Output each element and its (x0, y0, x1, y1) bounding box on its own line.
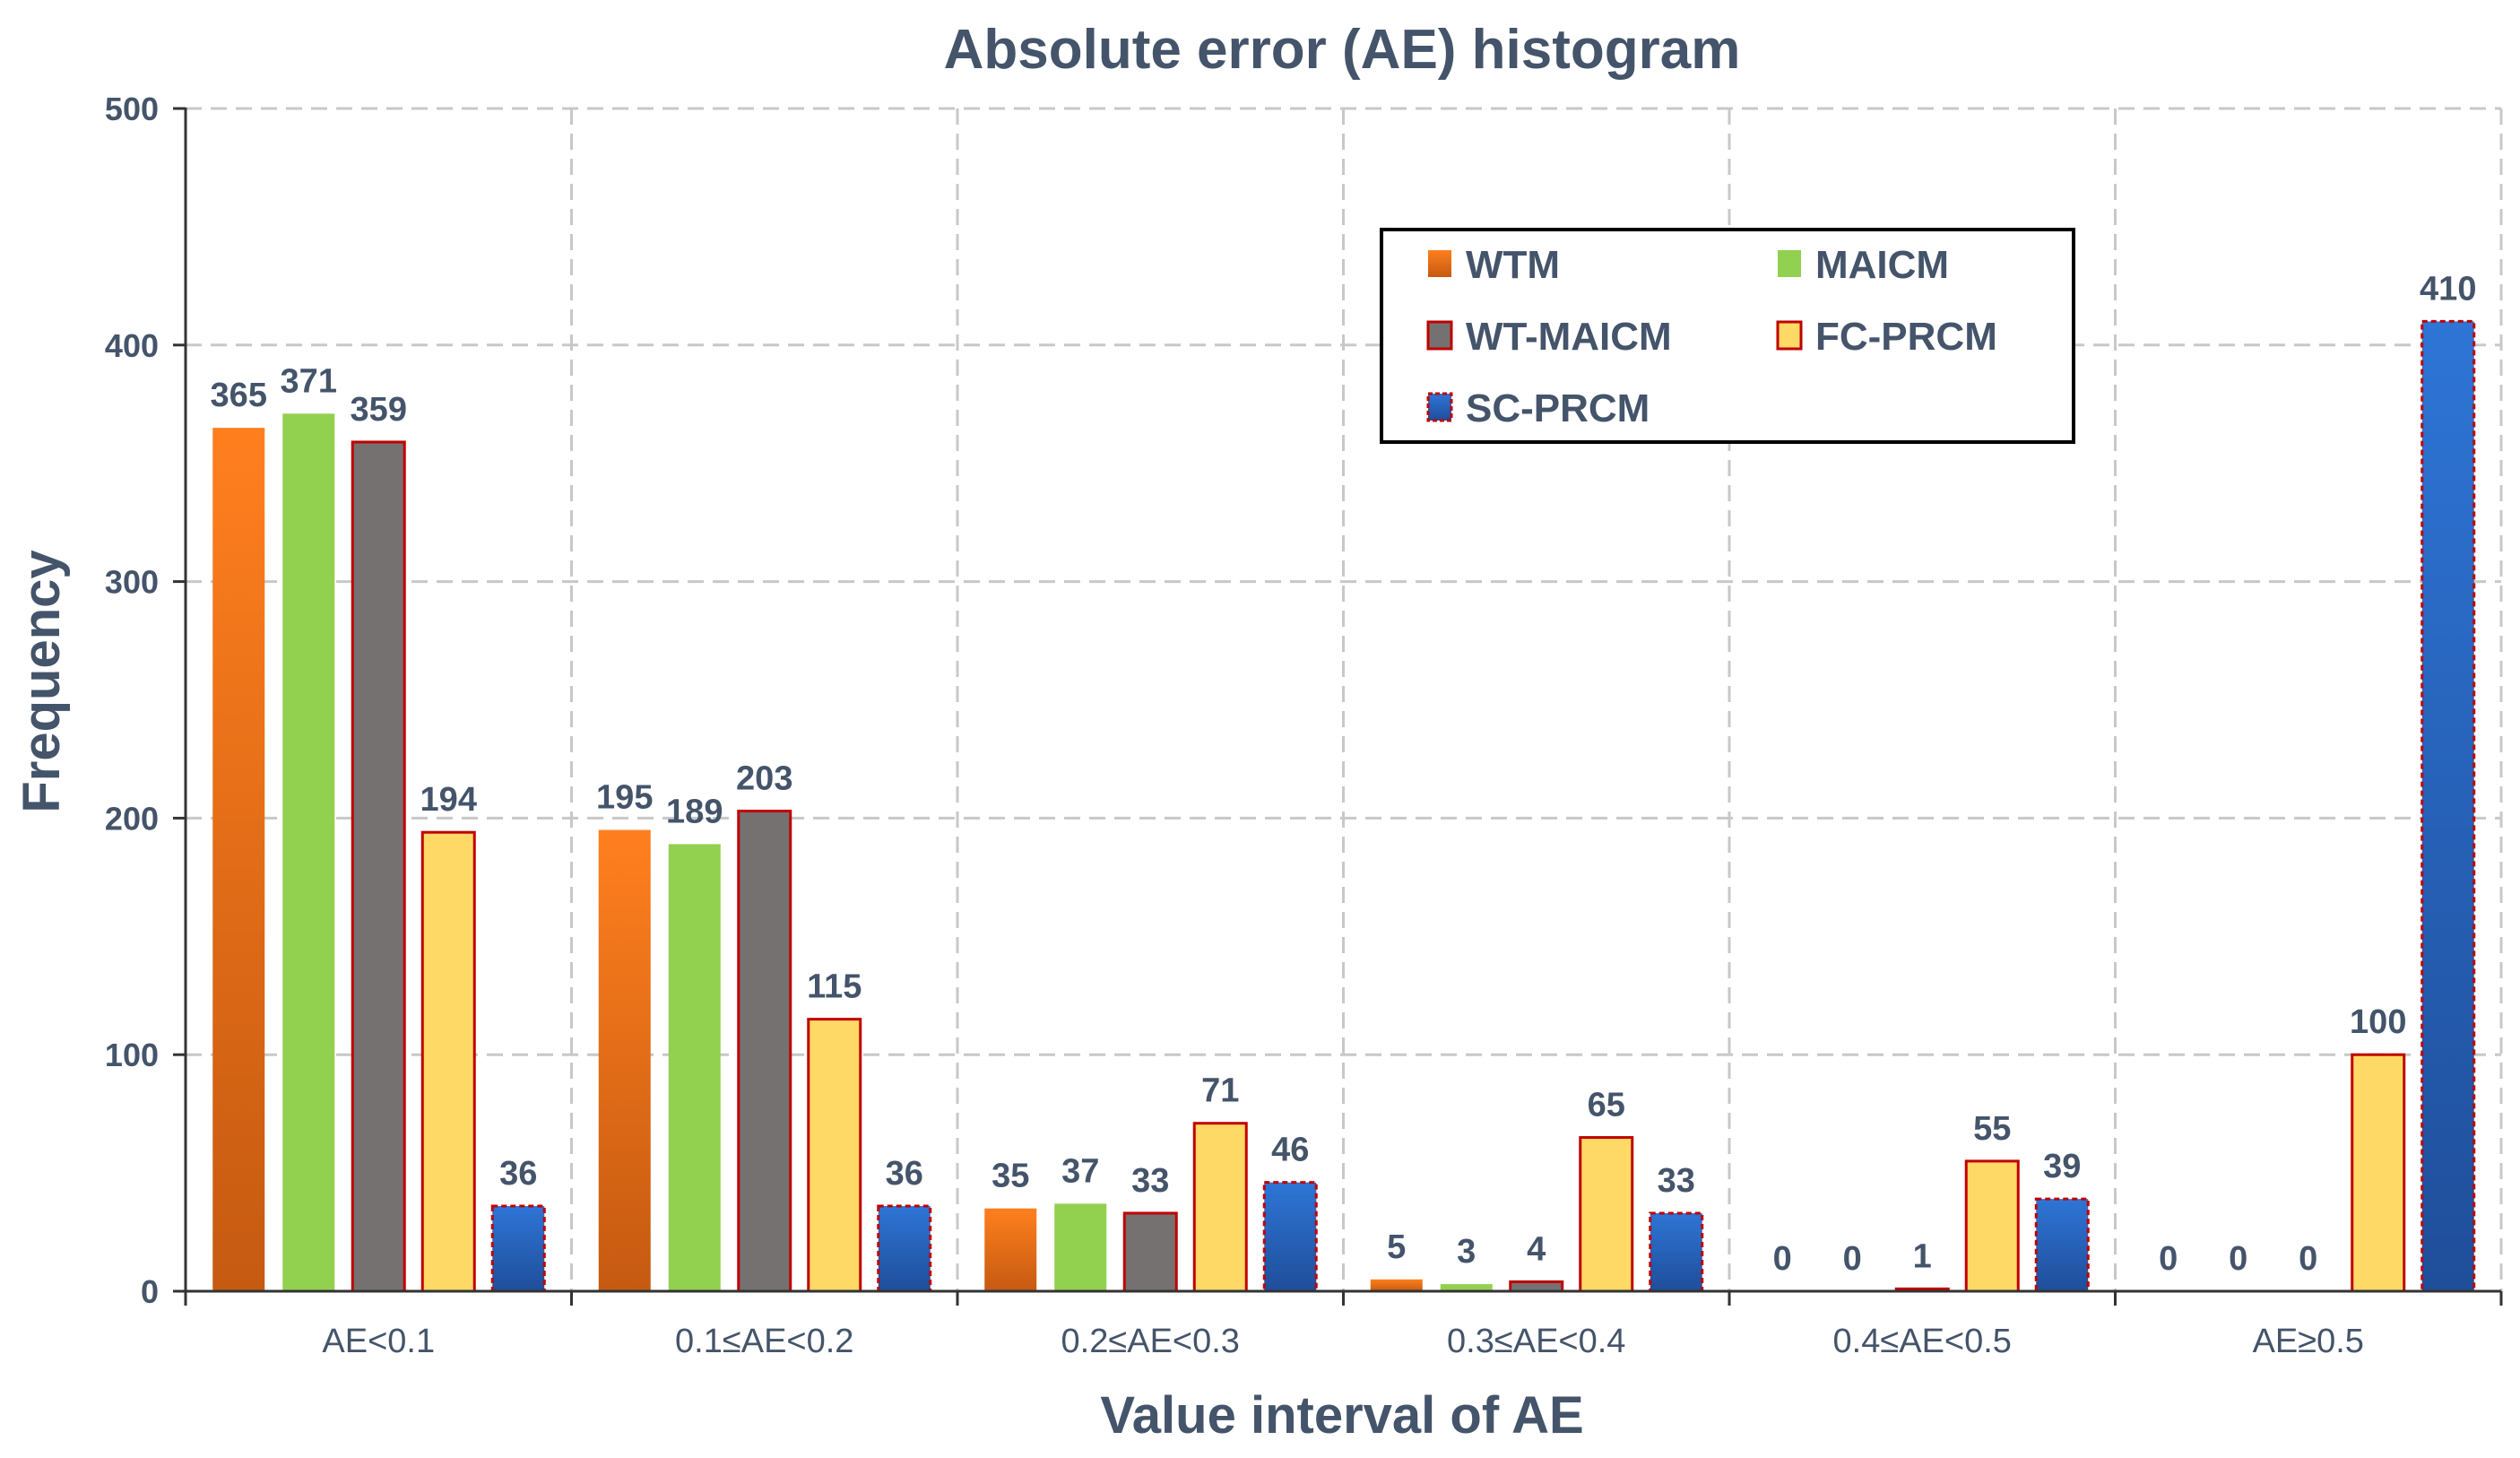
bar-fc-prcm-4 (1964, 1159, 2020, 1293)
data-label: 46 (1271, 1132, 1309, 1169)
legend-box (1380, 228, 2075, 444)
data-label: 365 (211, 377, 267, 414)
bars (212, 319, 2476, 1293)
gridlines (186, 107, 2503, 1291)
data-label: 55 (1973, 1110, 2011, 1148)
data-label: 0 (1843, 1240, 1862, 1278)
legend-label-maicm: MAICM (1815, 243, 1949, 287)
data-label: 71 (1201, 1072, 1239, 1110)
bar-fc-prcm-2 (1192, 1122, 1248, 1293)
y-tick-label: 200 (105, 800, 159, 837)
data-label: 359 (351, 391, 407, 429)
data-label: 115 (807, 968, 862, 1006)
bar-maicm-2 (1054, 1203, 1107, 1291)
legend-label-fc-prcm: FC-PRCM (1815, 315, 1997, 359)
data-label: 0 (2229, 1240, 2247, 1278)
data-label: 3 (1457, 1233, 1476, 1271)
legend-label-wt-maicm: WT-MAICM (1466, 315, 1672, 359)
y-tick-label: 400 (105, 327, 159, 364)
data-label: 0 (2299, 1240, 2317, 1278)
legend-swatch-wtm (1428, 250, 1451, 277)
data-label: 195 (596, 779, 653, 817)
bar-fc-prcm-5 (2351, 1053, 2406, 1293)
legend-label-sc-prcm: SC-PRCM (1466, 386, 1650, 430)
legend-swatch-fc-prcm (1776, 320, 1803, 351)
bar-wtm-3 (1370, 1279, 1423, 1291)
data-label: 100 (2350, 1003, 2406, 1041)
legend-swatch-sc-prcm (1426, 392, 1453, 422)
legend: WTM MAICM WT-MAICM FC-PRCM SC-PRCM (1380, 228, 2075, 444)
bar-maicm-1 (668, 844, 721, 1291)
data-label: 189 (666, 793, 723, 830)
bar-sc-prcm-0 (490, 1204, 546, 1293)
data-label: 35 (992, 1158, 1029, 1195)
legend-label-wtm: WTM (1466, 243, 1560, 287)
y-axis-label: Frequency (13, 550, 71, 812)
bar-sc-prcm-4 (2034, 1197, 2090, 1293)
data-label: 4 (1527, 1230, 1546, 1268)
bar-wtm-0 (212, 428, 265, 1291)
bar-fc-prcm-0 (420, 830, 476, 1293)
bar-sc-prcm-2 (1262, 1181, 1318, 1293)
x-tick-label: 0.3≤AE<0.4 (1447, 1323, 1625, 1360)
y-tick-label: 300 (105, 564, 159, 601)
bar-wt-maicm-1 (737, 809, 792, 1293)
chart-title: Absolute error (AE) histogram (944, 19, 1741, 81)
bar-sc-prcm-3 (1649, 1211, 1704, 1293)
bar-maicm-3 (1440, 1284, 1493, 1291)
data-label: 1 (1913, 1237, 1932, 1275)
bar-wtm-1 (598, 829, 651, 1291)
bar-wt-maicm-3 (1509, 1280, 1564, 1293)
data-label: 36 (886, 1155, 923, 1193)
x-tick-label: AE≥0.5 (2253, 1323, 2364, 1360)
legend-swatch-wt-maicm (1426, 320, 1453, 351)
data-label: 410 (2420, 270, 2476, 308)
bar-wt-maicm-2 (1122, 1211, 1178, 1293)
x-tick-label: 0.4≤AE<0.5 (1833, 1323, 2012, 1360)
data-label: 203 (736, 759, 792, 797)
data-label: 33 (1658, 1162, 1695, 1200)
legend-swatch-maicm (1778, 250, 1801, 277)
bar-wt-maicm-0 (351, 440, 406, 1293)
data-label: 39 (2043, 1148, 2081, 1185)
data-label: 371 (281, 362, 337, 400)
bar-sc-prcm-5 (2420, 319, 2476, 1293)
bar-maicm-0 (282, 413, 335, 1291)
x-tick-label: AE<0.1 (322, 1323, 435, 1360)
data-label: 33 (1131, 1162, 1169, 1200)
y-tick-label: 100 (105, 1037, 159, 1073)
data-label: 36 (499, 1155, 537, 1193)
data-label: 5 (1387, 1228, 1406, 1266)
bar-wtm-2 (984, 1208, 1037, 1291)
bar-sc-prcm-1 (877, 1204, 932, 1293)
data-label: 0 (2159, 1240, 2178, 1278)
x-tick-label: 0.1≤AE<0.2 (675, 1323, 853, 1360)
data-label: 0 (1773, 1240, 1792, 1278)
y-tick-label: 0 (141, 1273, 159, 1310)
data-label: 194 (420, 781, 477, 819)
data-label: 37 (1061, 1152, 1099, 1190)
x-axis-label: Value interval of AE (1100, 1386, 1583, 1445)
bar-fc-prcm-1 (807, 1018, 862, 1293)
x-tick-label: 0.2≤AE<0.3 (1061, 1323, 1240, 1360)
data-label: 65 (1588, 1087, 1625, 1124)
y-tick-label: 500 (105, 91, 159, 127)
bar-fc-prcm-3 (1579, 1136, 1634, 1293)
